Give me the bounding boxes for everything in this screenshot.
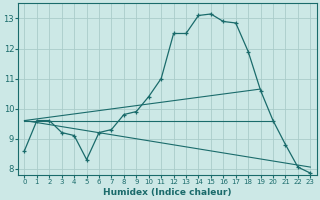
X-axis label: Humidex (Indice chaleur): Humidex (Indice chaleur) (103, 188, 232, 197)
